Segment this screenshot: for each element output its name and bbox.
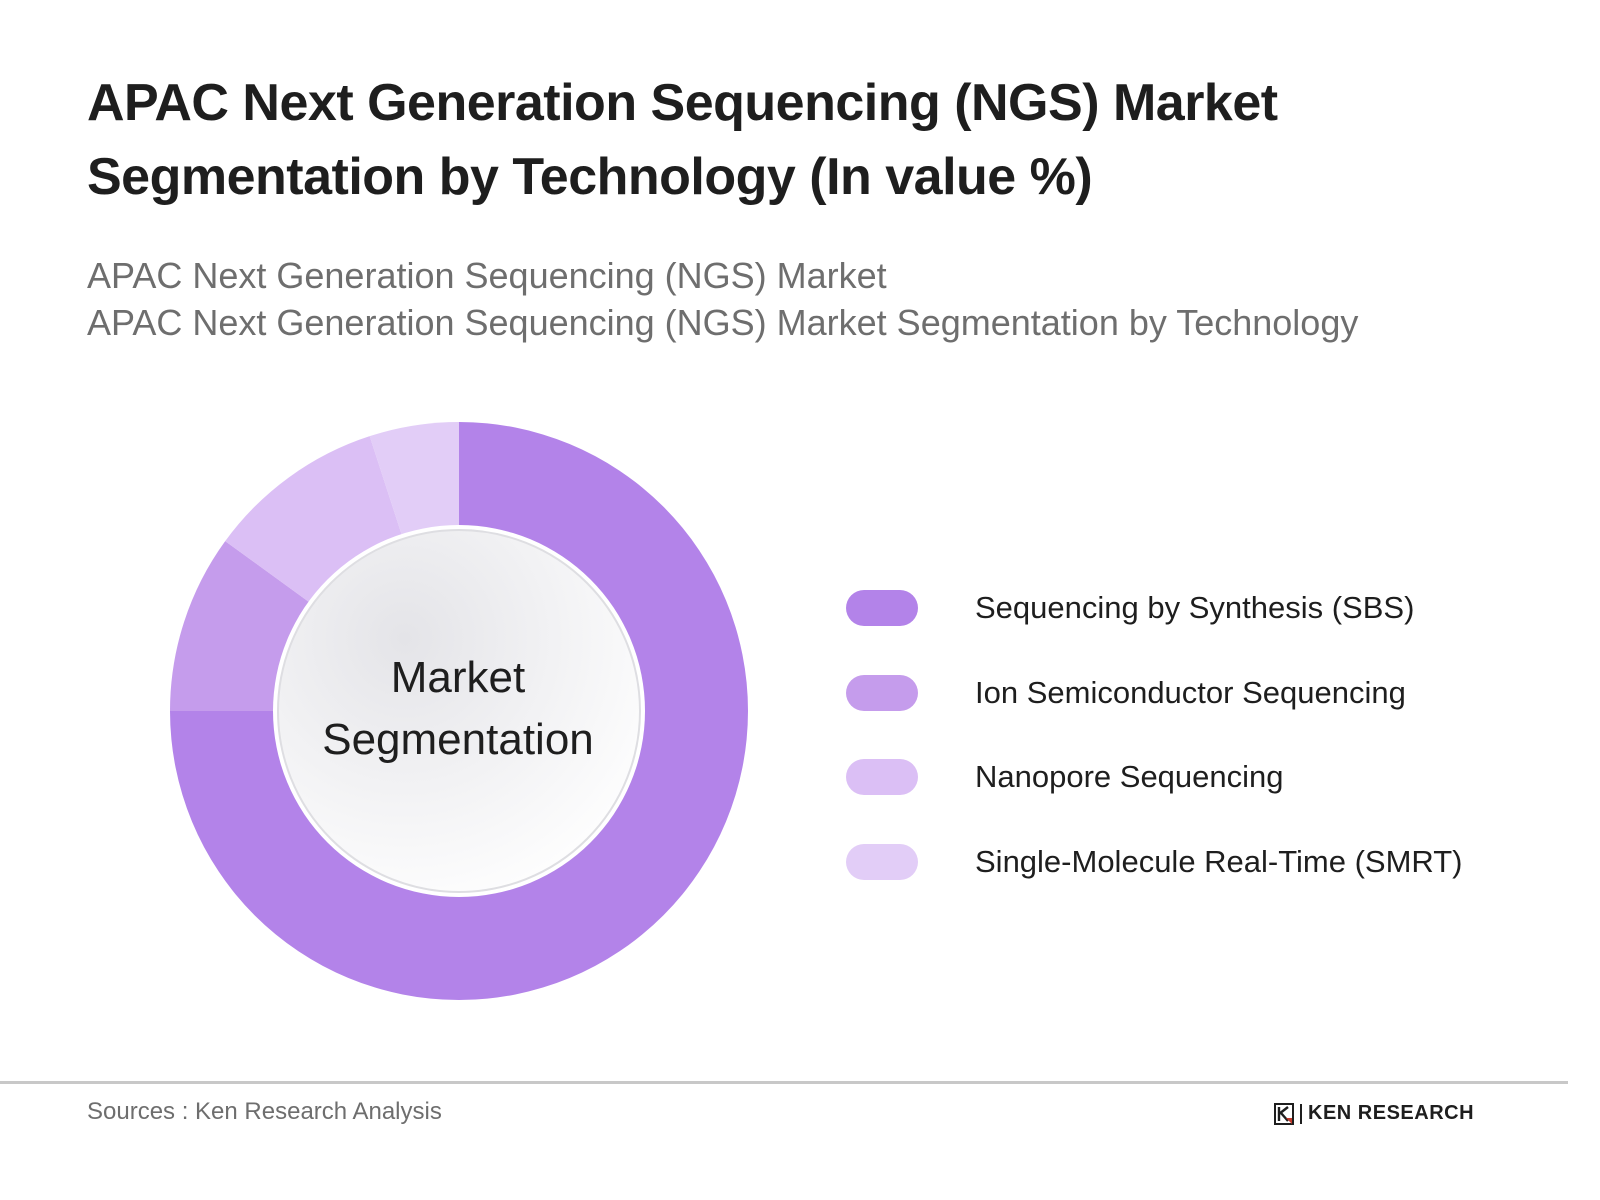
legend-item-sbs: Sequencing by Synthesis (SBS) xyxy=(846,588,1414,628)
legend-item-ion: Ion Semiconductor Sequencing xyxy=(846,673,1406,713)
logo-text: KEN RESEARCH xyxy=(1308,1102,1475,1124)
donut-hole xyxy=(277,529,641,893)
legend-item-nanopore: Nanopore Sequencing xyxy=(846,757,1284,797)
legend-label-nanopore: Nanopore Sequencing xyxy=(975,759,1284,794)
legend-label-ion: Ion Semiconductor Sequencing xyxy=(975,675,1406,710)
ken-research-k-icon xyxy=(1274,1102,1294,1125)
chart-title: APAC Next Generation Sequencing (NGS) Ma… xyxy=(87,66,1387,214)
logo-separator xyxy=(1300,1103,1302,1124)
subtitle-line1: APAC Next Generation Sequencing (NGS) Ma… xyxy=(87,255,887,296)
legend-swatch-sbs xyxy=(846,590,918,626)
footer-divider xyxy=(0,1081,1568,1084)
chart-title-line2: Segmentation by Technology (In value %) xyxy=(87,148,1093,206)
legend-swatch-ion xyxy=(846,675,918,711)
source-note: Sources : Ken Research Analysis xyxy=(87,1098,442,1125)
legend-swatch-smrt xyxy=(846,844,918,880)
legend-swatch-nanopore xyxy=(846,759,918,795)
legend-item-smrt: Single-Molecule Real-Time (SMRT) xyxy=(846,842,1463,882)
chart-title-line1: APAC Next Generation Sequencing (NGS) Ma… xyxy=(87,74,1278,132)
legend-label-smrt: Single-Molecule Real-Time (SMRT) xyxy=(975,844,1463,879)
center-label-line1: Market xyxy=(390,653,526,702)
ken-research-logo: KEN RESEARCH xyxy=(1274,1102,1474,1125)
center-label-line2: Segmentation xyxy=(322,715,594,764)
chart-subtitle: APAC Next Generation Sequencing (NGS) Ma… xyxy=(87,252,1507,346)
center-label: Market Segmentation xyxy=(275,526,641,892)
subtitle-line2: APAC Next Generation Sequencing (NGS) Ma… xyxy=(87,302,1359,343)
legend-label-sbs: Sequencing by Synthesis (SBS) xyxy=(975,590,1415,625)
donut-chart xyxy=(170,422,748,1000)
